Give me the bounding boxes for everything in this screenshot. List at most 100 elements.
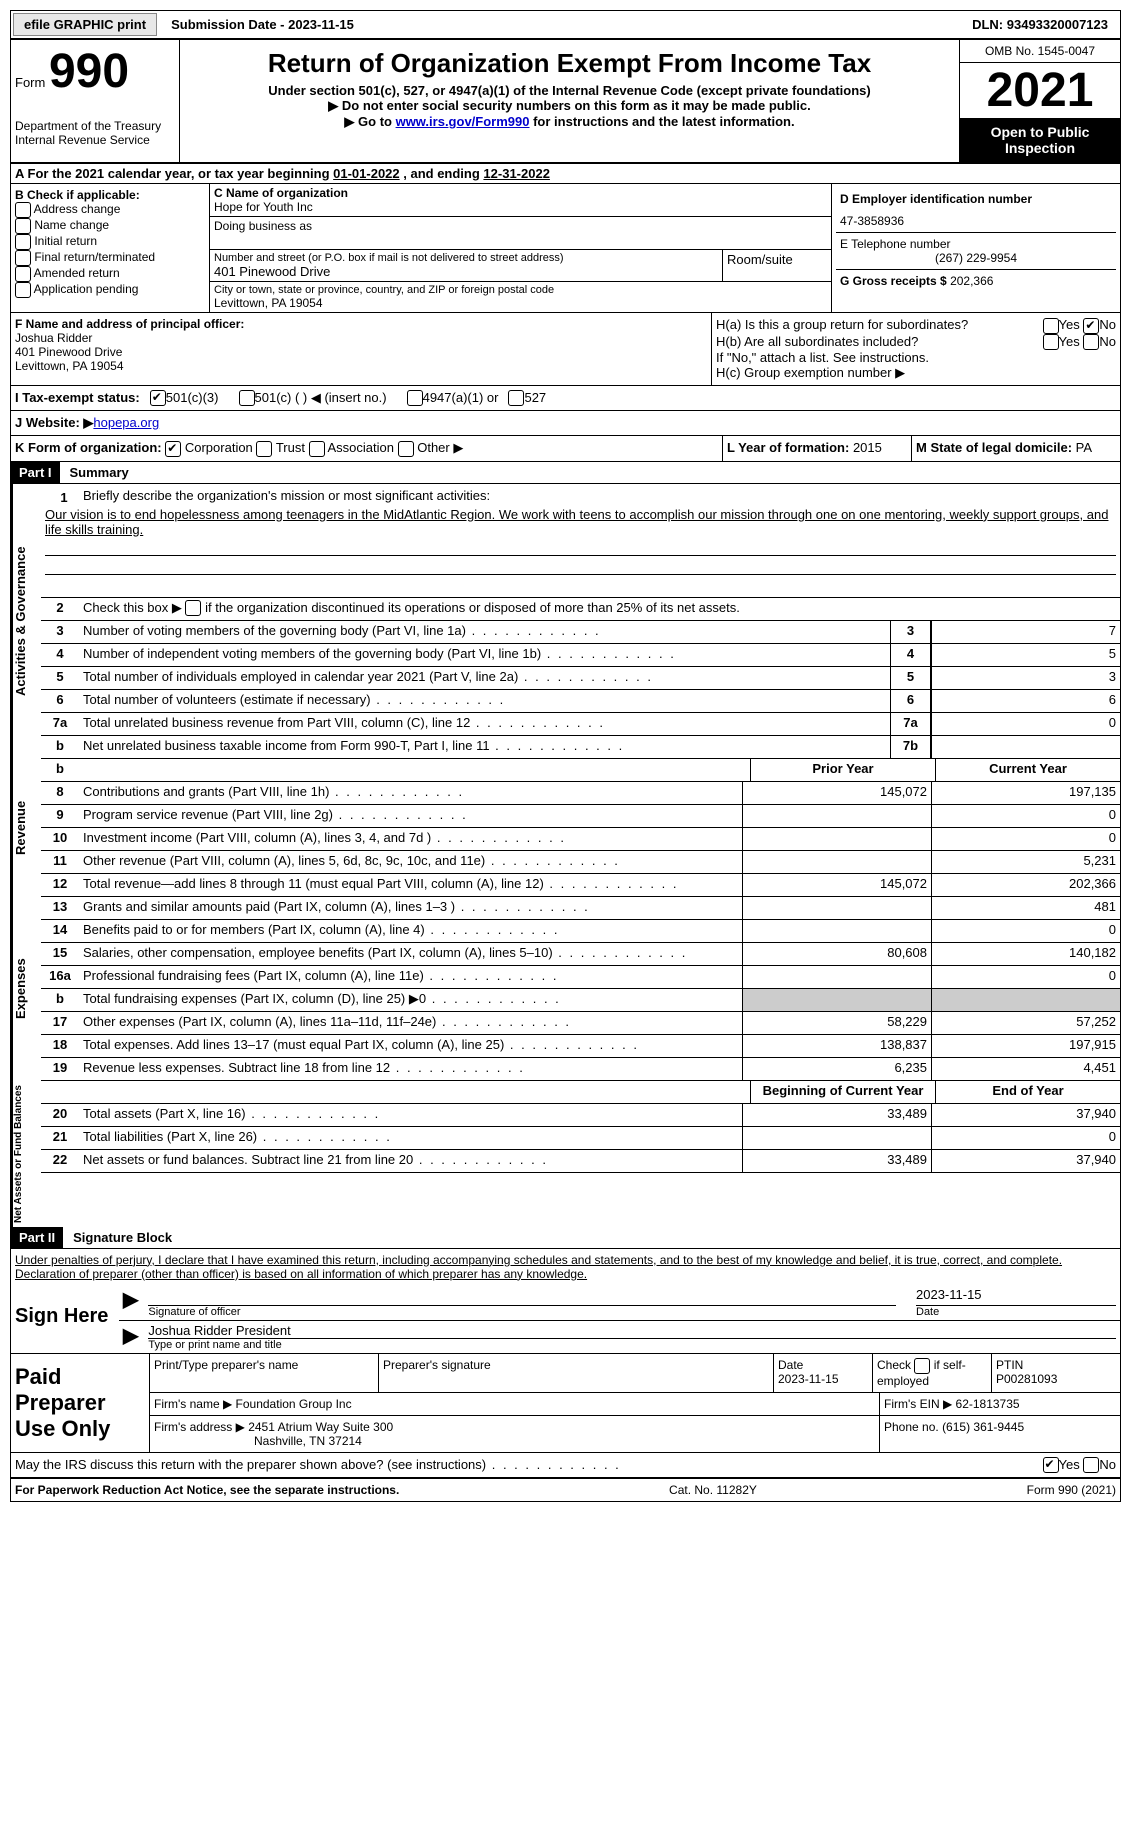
top-bar: efile GRAPHIC print Submission Date - 20… [11,11,1120,40]
footer-right: Form 990 (2021) [1027,1483,1116,1497]
exp-line-13: 13Grants and similar amounts paid (Part … [41,897,1120,920]
opt-pending: Application pending [15,282,205,298]
section-c: C Name of organization Hope for Youth In… [210,184,832,312]
opt-amended: Amended return [15,266,205,282]
header-right: OMB No. 1545-0047 2021 Open to Public In… [959,40,1120,162]
year-header-row: b Prior Year Current Year [41,759,1120,782]
street-address: 401 Pinewood Drive [214,264,718,279]
section-b: B Check if applicable: Address change Na… [11,184,210,312]
vert-label-rev: Revenue [11,759,41,897]
gov-line-4: 4Number of independent voting members of… [41,644,1120,667]
signature-declaration: Under penalties of perjury, I declare th… [11,1249,1120,1285]
form-label: Form [15,75,45,90]
address-row: Number and street (or P.O. box if mail i… [210,250,831,282]
telephone: (267) 229-9954 [840,251,1112,265]
city-state-zip: Levittown, PA 19054 [214,296,827,310]
section-h: H(a) Is this a group return for subordin… [712,313,1120,385]
activities-governance: Activities & Governance 1 Briefly descri… [11,484,1120,759]
rev-line-11: 11Other revenue (Part VIII, column (A), … [41,851,1120,874]
paid-preparer-block: Paid Preparer Use Only Print/Type prepar… [11,1354,1120,1453]
rev-line-9: 9Program service revenue (Part VIII, lin… [41,805,1120,828]
prep-name-label: Print/Type preparer's name [150,1354,379,1392]
net-header-row: Beginning of Current Year End of Year [41,1081,1120,1104]
header-center: Return of Organization Exempt From Incom… [180,40,959,162]
exp-line-19: 19Revenue less expenses. Subtract line 1… [41,1058,1120,1081]
ein: 47-3858936 [840,214,1112,228]
rev-line-10: 10Investment income (Part VIII, column (… [41,828,1120,851]
dba-row: Doing business as [210,217,831,250]
firm-ein: 62-1813735 [956,1397,1020,1411]
page-footer: For Paperwork Reduction Act Notice, see … [11,1478,1120,1501]
tax-year: 2021 [960,63,1120,118]
gov-line-7a: 7aTotal unrelated business revenue from … [41,713,1120,736]
opt-initial-return: Initial return [15,234,205,250]
officer-name-title: Joshua Ridder President [148,1323,1116,1339]
mission-block: 1 Briefly describe the organization's mi… [41,484,1120,598]
city-row: City or town, state or province, country… [210,282,831,312]
entity-info: B Check if applicable: Address change Na… [11,184,1120,313]
sign-here-label: Sign Here [11,1285,119,1353]
expenses-section: Expenses 13Grants and similar amounts pa… [11,897,1120,1081]
opt-final-return: Final return/terminated [15,250,205,266]
opt-name-change: Name change [15,218,205,234]
discuss-text: May the IRS discuss this return with the… [15,1457,621,1474]
state-domicile: M State of legal domicile: PA [911,436,1120,461]
sig-date: 2023-11-15 [916,1287,1116,1306]
hc-text: H(c) Group exemption number ▶ [716,365,1116,381]
vert-label-gov: Activities & Governance [11,484,41,759]
firm-phone: (615) 361-9445 [942,1420,1024,1434]
discuss-row: May the IRS discuss this return with the… [11,1453,1120,1479]
part1-header: Part I Summary [11,462,1120,484]
form-org-row: K Form of organization: Corporation Trus… [11,436,1120,462]
ha-text: H(a) Is this a group return for subordin… [716,317,968,334]
vert-label-exp: Expenses [11,897,41,1081]
footer-left: For Paperwork Reduction Act Notice, see … [15,1483,399,1497]
officer-h-row: F Name and address of principal officer:… [11,313,1120,386]
form-org-label: K Form of organization: [15,440,162,455]
website-link[interactable]: hopepa.org [93,415,159,431]
header-left: Form 990 Department of the Treasury Inte… [11,40,180,162]
section-b-label: B Check if applicable: [15,188,205,202]
efile-print-button[interactable]: efile GRAPHIC print [13,13,157,36]
gov-line-3: 3Number of voting members of the governi… [41,621,1120,644]
form-title: Return of Organization Exempt From Incom… [184,48,955,79]
room-suite: Room/suite [723,250,831,281]
gov-line-5: 5Total number of individuals employed in… [41,667,1120,690]
mission-text: Our vision is to end hopelessness among … [45,507,1116,537]
form-header: Form 990 Department of the Treasury Inte… [11,40,1120,164]
net-line-22: 22Net assets or fund balances. Subtract … [41,1150,1120,1173]
form-990-container: efile GRAPHIC print Submission Date - 20… [10,10,1121,1502]
prep-date: 2023-11-15 [778,1372,839,1386]
exp-line-17: 17Other expenses (Part IX, column (A), l… [41,1012,1120,1035]
501c3-checkbox [150,390,166,406]
irs-link[interactable]: www.irs.gov/Form990 [396,114,530,129]
dept-treasury: Department of the Treasury Internal Reve… [15,119,175,147]
website-label: J Website: ▶ [15,415,93,431]
tax-period: A For the 2021 calendar year, or tax yea… [11,164,1120,184]
tax-status-row: I Tax-exempt status: 501(c)(3) 501(c) ( … [11,386,1120,411]
exp-line-14: 14Benefits paid to or for members (Part … [41,920,1120,943]
footer-mid: Cat. No. 11282Y [669,1483,757,1497]
rev-line-12: 12Total revenue—add lines 8 through 11 (… [41,874,1120,897]
instruction-1: ▶ Do not enter social security numbers o… [184,98,955,114]
prep-sig-label: Preparer's signature [379,1354,774,1392]
open-public: Open to Public Inspection [960,118,1120,162]
dln: DLN: 93493320007123 [972,17,1108,32]
instruction-2: ▶ Go to www.irs.gov/Form990 for instruct… [184,114,955,130]
form-subtitle: Under section 501(c), 527, or 4947(a)(1)… [184,83,955,98]
org-name: Hope for Youth Inc [214,200,827,214]
year-formed: L Year of formation: 2015 [722,436,911,461]
exp-line-16a: 16aProfessional fundraising fees (Part I… [41,966,1120,989]
exp-line-18: 18Total expenses. Add lines 13–17 (must … [41,1035,1120,1058]
part2-header: Part II Signature Block [11,1227,1120,1249]
discuss-no-checkbox [1083,1457,1099,1473]
net-line-20: 20Total assets (Part X, line 16)33,48937… [41,1104,1120,1127]
section-d: D Employer identification number 47-3858… [832,184,1120,312]
paid-preparer-label: Paid Preparer Use Only [11,1354,150,1452]
hb-text: H(b) Are all subordinates included? [716,334,918,351]
firm-name: Foundation Group Inc [236,1397,352,1411]
principal-officer: F Name and address of principal officer:… [11,313,712,385]
rev-line-8: 8Contributions and grants (Part VIII, li… [41,782,1120,805]
revenue-section: Revenue b Prior Year Current Year 8Contr… [11,759,1120,897]
ptin: P00281093 [996,1372,1057,1386]
